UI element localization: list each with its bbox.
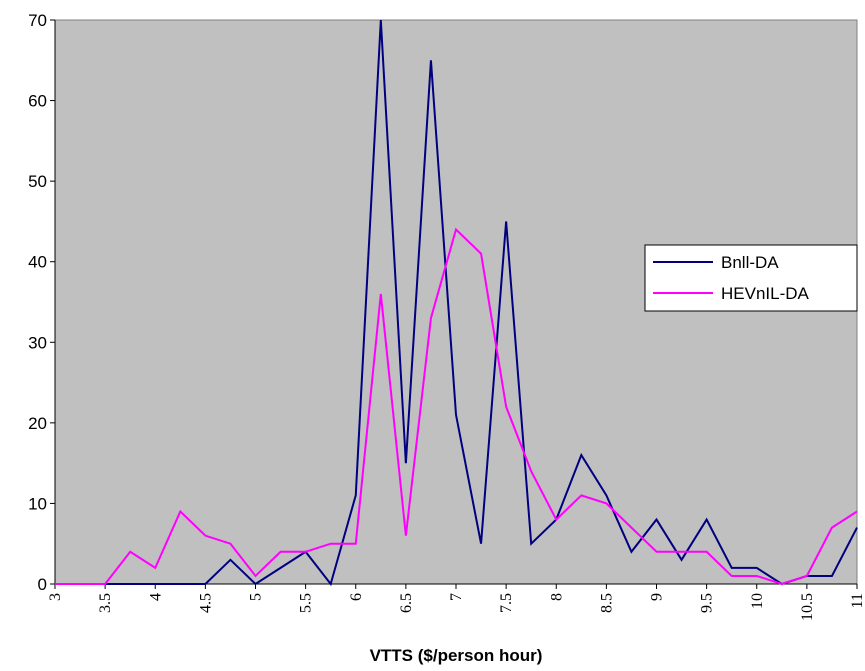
x-tick-label: 6.5 — [398, 593, 415, 613]
legend-label: Bnll-DA — [721, 253, 779, 272]
y-tick-label: 60 — [28, 92, 47, 111]
x-tick-label: 4.5 — [197, 593, 214, 613]
y-tick-label: 20 — [28, 414, 47, 433]
y-tick-label: 10 — [28, 494, 47, 513]
y-tick-label: 40 — [28, 253, 47, 272]
legend-label: HEVnIL-DA — [721, 284, 810, 303]
x-tick-label: 10.5 — [799, 593, 816, 621]
y-tick-label: 30 — [28, 333, 47, 352]
x-tick-label: 8 — [548, 593, 565, 601]
x-tick-label: 9.5 — [699, 593, 716, 613]
x-tick-label: 10 — [749, 593, 766, 609]
x-tick-label: 7 — [448, 593, 465, 601]
x-tick-label: 3 — [47, 593, 64, 601]
x-tick-label: 4 — [147, 593, 164, 601]
x-tick-label: 3.5 — [97, 593, 114, 613]
y-tick-label: 0 — [38, 575, 47, 594]
x-tick-label: 5 — [248, 593, 265, 601]
x-tick-label: 6 — [348, 593, 365, 601]
data-line — [55, 227, 858, 586]
x-axis-title: VTTS ($/person hour) — [370, 646, 543, 665]
x-tick-label: 9 — [649, 593, 666, 601]
x-tick-label: 11 — [849, 593, 865, 608]
y-tick-label: 70 — [28, 11, 47, 30]
y-tick-label: 50 — [28, 172, 47, 191]
data-line — [55, 19, 858, 587]
legend-box — [644, 244, 858, 312]
x-tick-label: 5.5 — [298, 593, 315, 613]
x-tick-label: 8.5 — [598, 593, 615, 613]
x-tick-label: 7.5 — [498, 593, 515, 613]
